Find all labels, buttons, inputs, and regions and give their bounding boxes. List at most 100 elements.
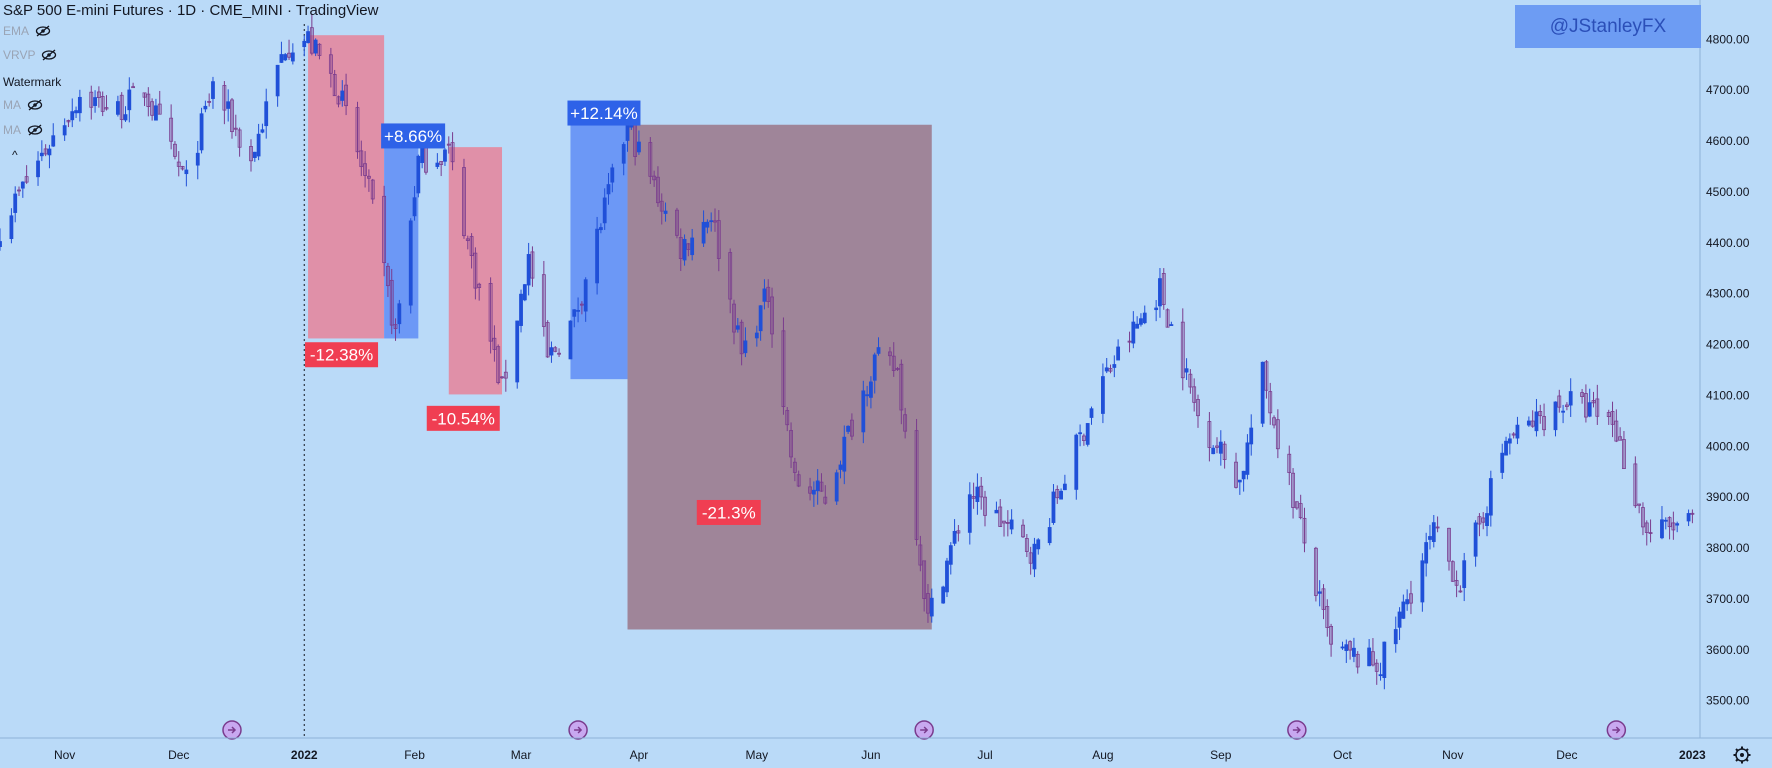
bull-candle: [1378, 662, 1383, 681]
change-label-box: [426, 405, 500, 431]
bull-candle: [1074, 433, 1079, 500]
bull-candle: [1139, 313, 1143, 327]
change-label-big_loss: -21.3%: [696, 499, 761, 525]
bear-candle: [237, 127, 242, 157]
bear-candle: [1580, 388, 1585, 404]
indicator-ma-2[interactable]: MA: [3, 123, 43, 137]
candle-body: [1481, 517, 1486, 523]
indicator-label: VRVP: [3, 48, 36, 62]
eye-hidden-icon[interactable]: [27, 99, 43, 111]
bull-candle: [1089, 406, 1094, 425]
candle-body: [1161, 273, 1166, 305]
bear-candle: [1648, 519, 1653, 543]
candle-body: [203, 105, 208, 110]
candle-body: [393, 324, 398, 329]
bear-candle: [659, 193, 664, 225]
candle-body: [1024, 538, 1029, 552]
bear-candle: [1584, 384, 1588, 423]
candle-body: [1538, 411, 1543, 417]
price-axis-panel: [1700, 0, 1772, 768]
bull-candle: [1367, 639, 1372, 667]
candle-body: [1553, 401, 1558, 431]
bear-candle: [1192, 378, 1197, 412]
bear-candle: [89, 85, 94, 120]
candle-body: [176, 161, 181, 167]
candle-body: [1313, 547, 1318, 596]
indicator-watermark[interactable]: Watermark: [3, 75, 61, 89]
bear-candle: [922, 560, 927, 612]
bull-candle: [576, 297, 580, 323]
bull-candle: [1660, 506, 1664, 540]
candle-body: [522, 284, 527, 301]
eye-hidden-icon[interactable]: [41, 49, 57, 61]
candle-body: [865, 394, 870, 397]
bear-candle: [1542, 403, 1546, 437]
candle-body: [819, 481, 824, 492]
indicator-ema[interactable]: EMA: [3, 24, 51, 38]
price-tick-label: 3600.00: [1706, 643, 1750, 657]
indicator-ma-1[interactable]: MA: [3, 98, 43, 112]
candle-body: [1447, 527, 1451, 562]
bear-candle: [386, 262, 390, 298]
settings-gear-icon[interactable]: [1733, 746, 1751, 764]
bear-candle: [1409, 580, 1413, 615]
bear-candle: [104, 95, 109, 111]
bull-candle: [709, 212, 714, 232]
bull-candle: [754, 325, 759, 347]
range-box-gain: [570, 124, 628, 380]
bull-candle: [872, 352, 877, 394]
bear-candle: [766, 279, 771, 308]
price-tick-label: 4000.00: [1706, 439, 1750, 453]
candle-body: [861, 390, 866, 433]
candle-body: [716, 220, 721, 259]
candle-body: [363, 163, 368, 176]
candle-body: [1352, 647, 1356, 657]
bull-candle: [762, 279, 767, 310]
price-tick-label: 4400.00: [1706, 236, 1750, 250]
bull-candle: [1078, 424, 1082, 447]
event-marker-arrow: [1292, 726, 1301, 734]
bear-candle: [1348, 640, 1353, 660]
collapse-legend-button[interactable]: ^: [12, 148, 18, 162]
candle-body: [530, 251, 535, 279]
bear-candle: [469, 233, 474, 269]
candle-body: [290, 52, 295, 62]
bull-candle: [515, 320, 520, 389]
candle-body: [1264, 361, 1269, 391]
candle-body: [249, 146, 253, 162]
eye-hidden-icon[interactable]: [35, 25, 51, 37]
eye-hidden-icon[interactable]: [27, 124, 43, 136]
bear-candle: [500, 376, 504, 379]
candle-body: [309, 27, 314, 54]
candle-body: [355, 107, 360, 153]
bull-candle: [199, 107, 204, 154]
candle-body: [340, 90, 345, 101]
change-label-box: [305, 342, 379, 368]
price-tick-label: 4800.00: [1706, 32, 1750, 46]
change-label-loss: -12.38%: [305, 342, 379, 368]
candle-body: [732, 303, 736, 333]
candle-body: [1462, 560, 1467, 589]
bull-candle: [743, 327, 748, 358]
bull-candle: [39, 140, 44, 162]
candle-body: [629, 124, 634, 128]
price-tick-label: 4200.00: [1706, 338, 1750, 352]
event-marker-icon: [1606, 720, 1627, 740]
price-tick-label: 4700.00: [1706, 83, 1750, 97]
candle-body: [43, 148, 48, 155]
bear-candle: [1321, 584, 1326, 620]
candle-body: [705, 221, 710, 228]
candle-body: [115, 101, 120, 115]
bear-candle: [1234, 452, 1238, 489]
bear-candle: [207, 93, 212, 107]
indicator-vrvp[interactable]: VRVP: [3, 48, 57, 62]
candle-body: [895, 368, 900, 370]
bull-candle: [1036, 538, 1041, 555]
bull-candle: [1393, 616, 1398, 653]
bull-candle: [302, 35, 307, 57]
bear-candle: [1028, 546, 1033, 575]
bear-candle: [17, 186, 21, 196]
bear-candle: [895, 367, 900, 371]
bear-candle: [1610, 401, 1615, 438]
